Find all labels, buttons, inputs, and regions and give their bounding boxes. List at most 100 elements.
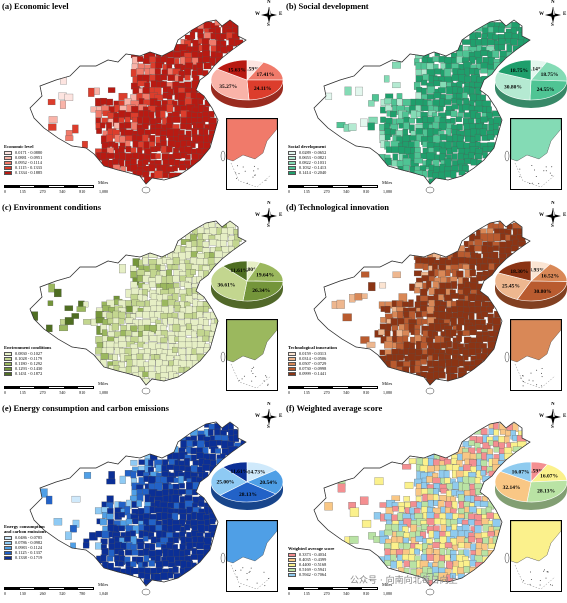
legend-title: Economic level — [4, 144, 34, 149]
prefecture-cell — [160, 265, 166, 271]
prefecture-cell — [106, 555, 114, 562]
prefecture-cell — [432, 472, 439, 479]
scale-unit: Miles — [98, 180, 109, 185]
prefecture-cell — [449, 572, 456, 579]
prefecture-cell — [458, 170, 466, 176]
prefecture-cell — [186, 346, 193, 355]
pie-side — [495, 482, 567, 510]
prefecture-cell — [451, 104, 459, 110]
panel-title: (d) Technological innovation — [286, 202, 389, 212]
prefecture-cell — [487, 233, 495, 243]
prefecture-cell — [481, 275, 488, 281]
legend-range: 0.0983 - 0.1124 — [15, 545, 43, 550]
prefecture-cell — [183, 549, 191, 556]
scale-unit: Miles — [98, 582, 109, 587]
prefecture-cell — [390, 360, 398, 369]
island-dot — [266, 376, 268, 378]
prefecture-cell — [457, 317, 465, 326]
prefecture-cell — [197, 141, 204, 150]
prefecture-cell — [474, 477, 481, 485]
prefecture-cell — [492, 245, 499, 251]
prefecture-cell — [487, 531, 495, 537]
prefecture-cell — [402, 554, 409, 561]
prefecture-cell — [119, 475, 126, 484]
prefecture-cell — [469, 269, 476, 277]
prefecture-cell — [402, 164, 410, 171]
prefecture-cell — [510, 245, 519, 252]
pie-slice-label: 5.80% — [243, 267, 258, 273]
prefecture-cell — [371, 94, 379, 102]
prefecture-cell — [150, 128, 157, 135]
legend-swatch — [288, 150, 296, 155]
inset-coast — [227, 119, 277, 162]
scale-bar: 0 135 270 540 810 1,080 — [4, 185, 108, 194]
prefecture-cell — [111, 323, 119, 331]
island-dot — [530, 571, 531, 573]
prefecture-cell — [438, 105, 444, 112]
island-dot — [523, 381, 525, 383]
prefecture-cell — [196, 92, 205, 100]
hainan-island — [141, 588, 151, 596]
island-dot — [265, 375, 267, 377]
prefecture-cell — [119, 152, 126, 161]
prefecture-cell — [189, 31, 196, 40]
panel-environment-conditions: (c) Environment conditions N S W E 5.80% 19.6… — [0, 201, 283, 402]
prefecture-cell — [468, 536, 476, 543]
prefecture-cell — [458, 294, 465, 300]
prefecture-cell — [462, 330, 471, 336]
island-dot — [538, 183, 540, 185]
choropleth-map — [313, 19, 531, 194]
pie-slice-label: 36.61% — [217, 283, 235, 289]
prefecture-cell — [493, 233, 502, 242]
prefecture-cell — [450, 117, 456, 124]
legend-entry: 0.5942 - 0.7064 — [288, 572, 334, 577]
north-arrow-icon: N S W E — [255, 201, 282, 229]
choropleth-map — [313, 421, 531, 596]
prefecture-cell — [368, 282, 376, 292]
prefecture-cell — [155, 524, 163, 531]
prefecture-cell — [112, 353, 118, 361]
prefecture-cell — [178, 502, 186, 510]
scale-tick-label: 1,080 — [382, 591, 392, 596]
legend-swatch — [4, 155, 12, 160]
prefecture-cell — [124, 122, 132, 129]
prefecture-cell — [59, 325, 68, 332]
choropleth-map — [29, 421, 247, 596]
scale-bar: 0 135 270 540 810 1,080 — [4, 386, 108, 395]
prefecture-cell — [392, 61, 401, 69]
prefecture-cell — [172, 524, 182, 532]
legend-range: 0.5169 - 0.5941 — [299, 567, 327, 572]
prefecture-cell — [469, 244, 476, 254]
scale-tick-label: 540 — [343, 591, 350, 596]
pie-slice-label: 7.59% — [245, 66, 260, 72]
prefecture-cell — [135, 311, 143, 318]
prefecture-cell — [45, 495, 53, 505]
island-dot — [238, 379, 240, 381]
compass-n-label: N — [267, 201, 271, 206]
prefecture-cell — [202, 335, 209, 342]
prefecture-cell — [142, 123, 149, 130]
prefecture-cell — [390, 542, 400, 550]
prefecture-cell — [480, 116, 488, 123]
legend-entry: 0.5169 - 0.5941 — [288, 567, 334, 572]
prefecture-cell — [451, 306, 459, 313]
prefecture-cell — [148, 532, 155, 538]
prefecture-cell — [203, 319, 209, 326]
prefecture-cell — [464, 75, 471, 83]
prefecture-cell — [154, 68, 161, 75]
scale-tick-label: 0 — [4, 591, 6, 596]
prefecture-cell — [457, 573, 465, 582]
prefecture-cell — [130, 471, 137, 479]
prefecture-cell — [48, 283, 55, 293]
prefecture-cell — [184, 524, 191, 531]
choropleth-map — [313, 220, 531, 395]
prefecture-cell — [198, 495, 205, 502]
prefecture-cell — [210, 45, 217, 53]
legend-range: 0.0314 - 0.0506 — [299, 356, 327, 361]
scale-tick-label: 135 — [303, 189, 310, 194]
prefecture-cell — [198, 500, 205, 507]
north-arrow-icon: N S W E — [255, 402, 282, 430]
prefecture-cell — [432, 353, 439, 361]
legend-range: 0.0952 - 0.1114 — [15, 160, 42, 165]
legend-swatch — [288, 567, 296, 572]
